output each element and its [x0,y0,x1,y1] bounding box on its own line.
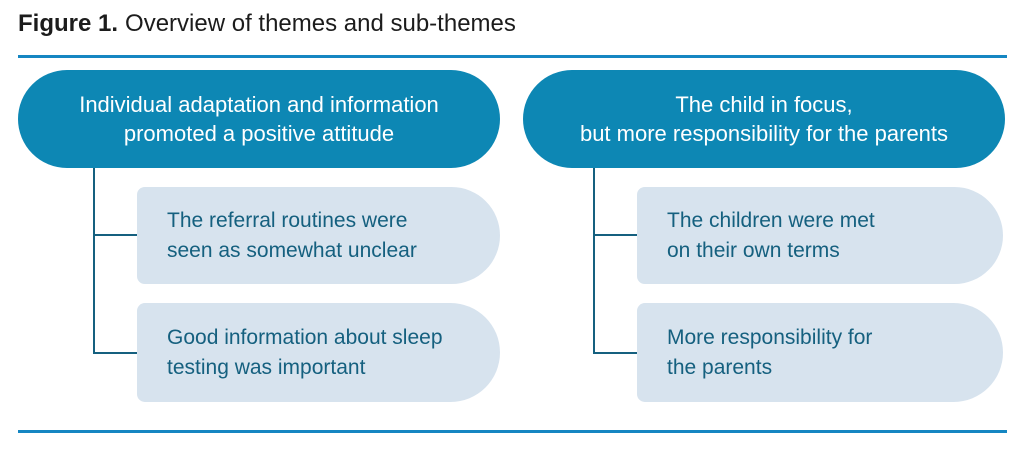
bottom-accent-rule [18,430,1007,433]
figure-title-text: Overview of themes and sub-themes [125,10,516,37]
subtheme-label: The children were met on their own terms [667,208,875,262]
connector-branch-right-2 [593,352,637,354]
theme-box-individual-adaptation: Individual adaptation and information pr… [18,70,500,168]
connector-vertical-right [593,168,595,354]
subtheme-box-good-information: Good information about sleep testing was… [137,303,500,402]
theme-box-child-in-focus: The child in focus, but more responsibil… [523,70,1005,168]
theme-label: Individual adaptation and information pr… [79,91,439,146]
figure-number-label: Figure 1. [18,10,119,37]
subtheme-box-children-own-terms: The children were met on their own terms [637,187,1003,284]
top-accent-rule [18,55,1007,58]
subtheme-label: More responsibility for the parents [667,325,873,379]
subtheme-label: The referral routines were seen as somew… [167,208,417,262]
connector-vertical-left [93,168,95,354]
figure-title: Figure 1. Overview of themes and sub-them… [18,8,516,40]
subtheme-box-referral-routines: The referral routines were seen as somew… [137,187,500,284]
subtheme-label: Good information about sleep testing was… [167,325,443,379]
connector-branch-left-1 [93,234,137,236]
theme-label: The child in focus, but more responsibil… [579,91,949,146]
connector-branch-right-1 [593,234,637,236]
subtheme-box-more-responsibility: More responsibility for the parents [637,303,1003,402]
connector-branch-left-2 [93,352,137,354]
